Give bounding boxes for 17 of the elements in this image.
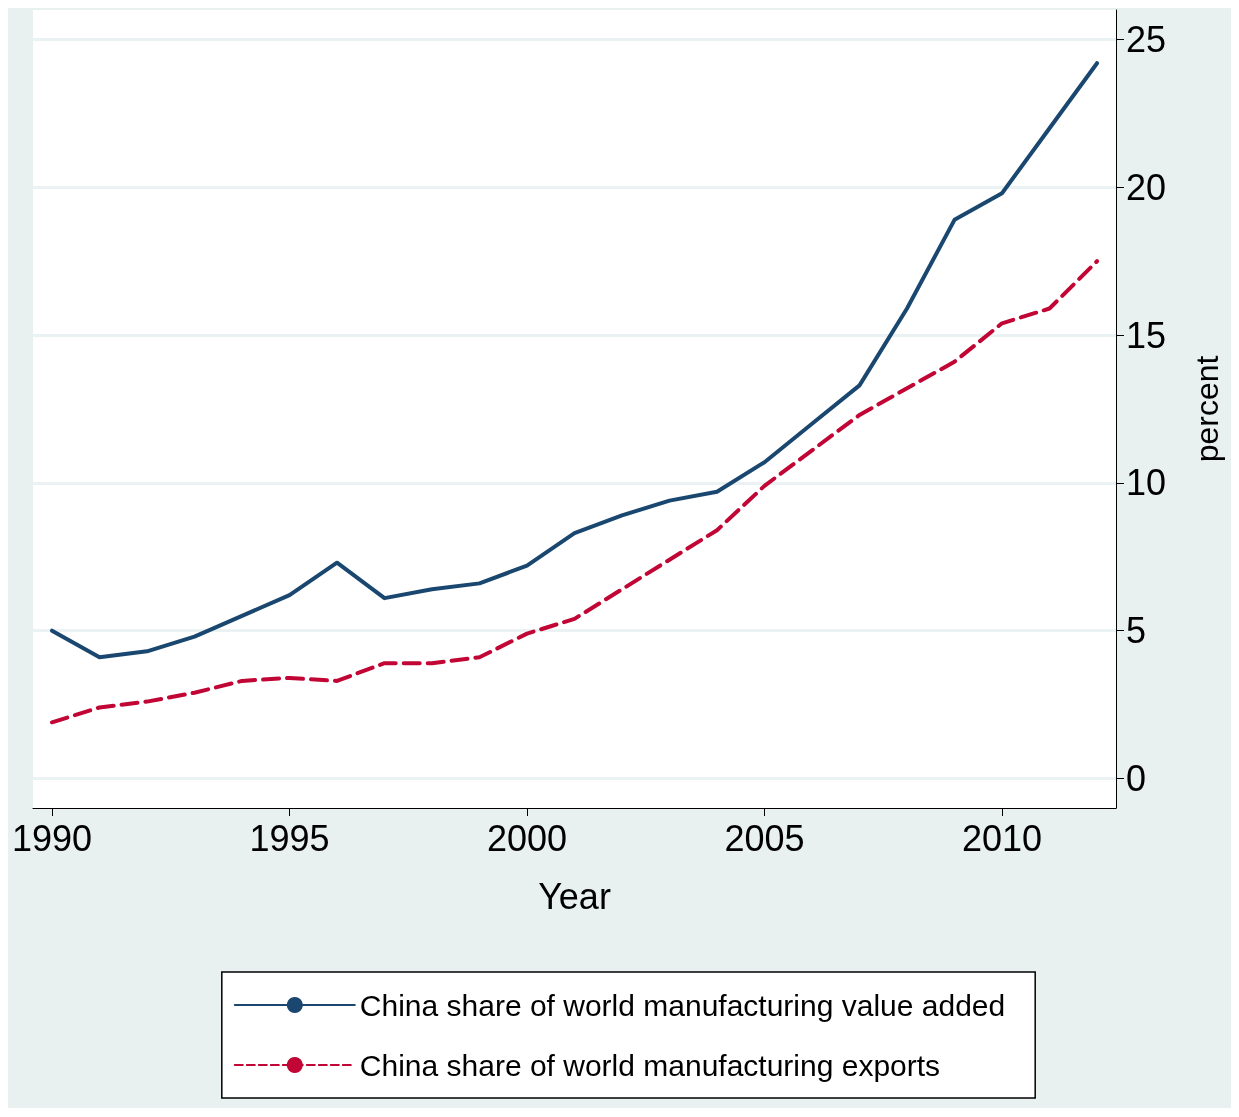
x-axis-title: Year <box>538 875 611 917</box>
x-tick-label: 2005 <box>724 817 805 859</box>
y-tick-label: 20 <box>1126 166 1167 208</box>
x-tick-label: 1990 <box>11 817 93 859</box>
y-tick-label: 10 <box>1126 462 1167 504</box>
x-tick-label: 2000 <box>486 817 568 859</box>
legend-label: China share of world manufacturing value added <box>359 988 1006 1022</box>
y-tick-label: 5 <box>1126 610 1147 652</box>
line-series <box>50 259 1099 725</box>
x-tick-label: 1995 <box>249 817 330 859</box>
line-series <box>50 61 1099 660</box>
y-tick-label: 25 <box>1126 19 1167 61</box>
x-tick-label: 2010 <box>961 817 1043 859</box>
y-axis-title: percent <box>1189 355 1225 463</box>
y-tick-label: 0 <box>1126 757 1147 799</box>
legend-label: China share of world manufacturing exports <box>359 1048 941 1082</box>
y-tick-label: 15 <box>1126 314 1167 356</box>
